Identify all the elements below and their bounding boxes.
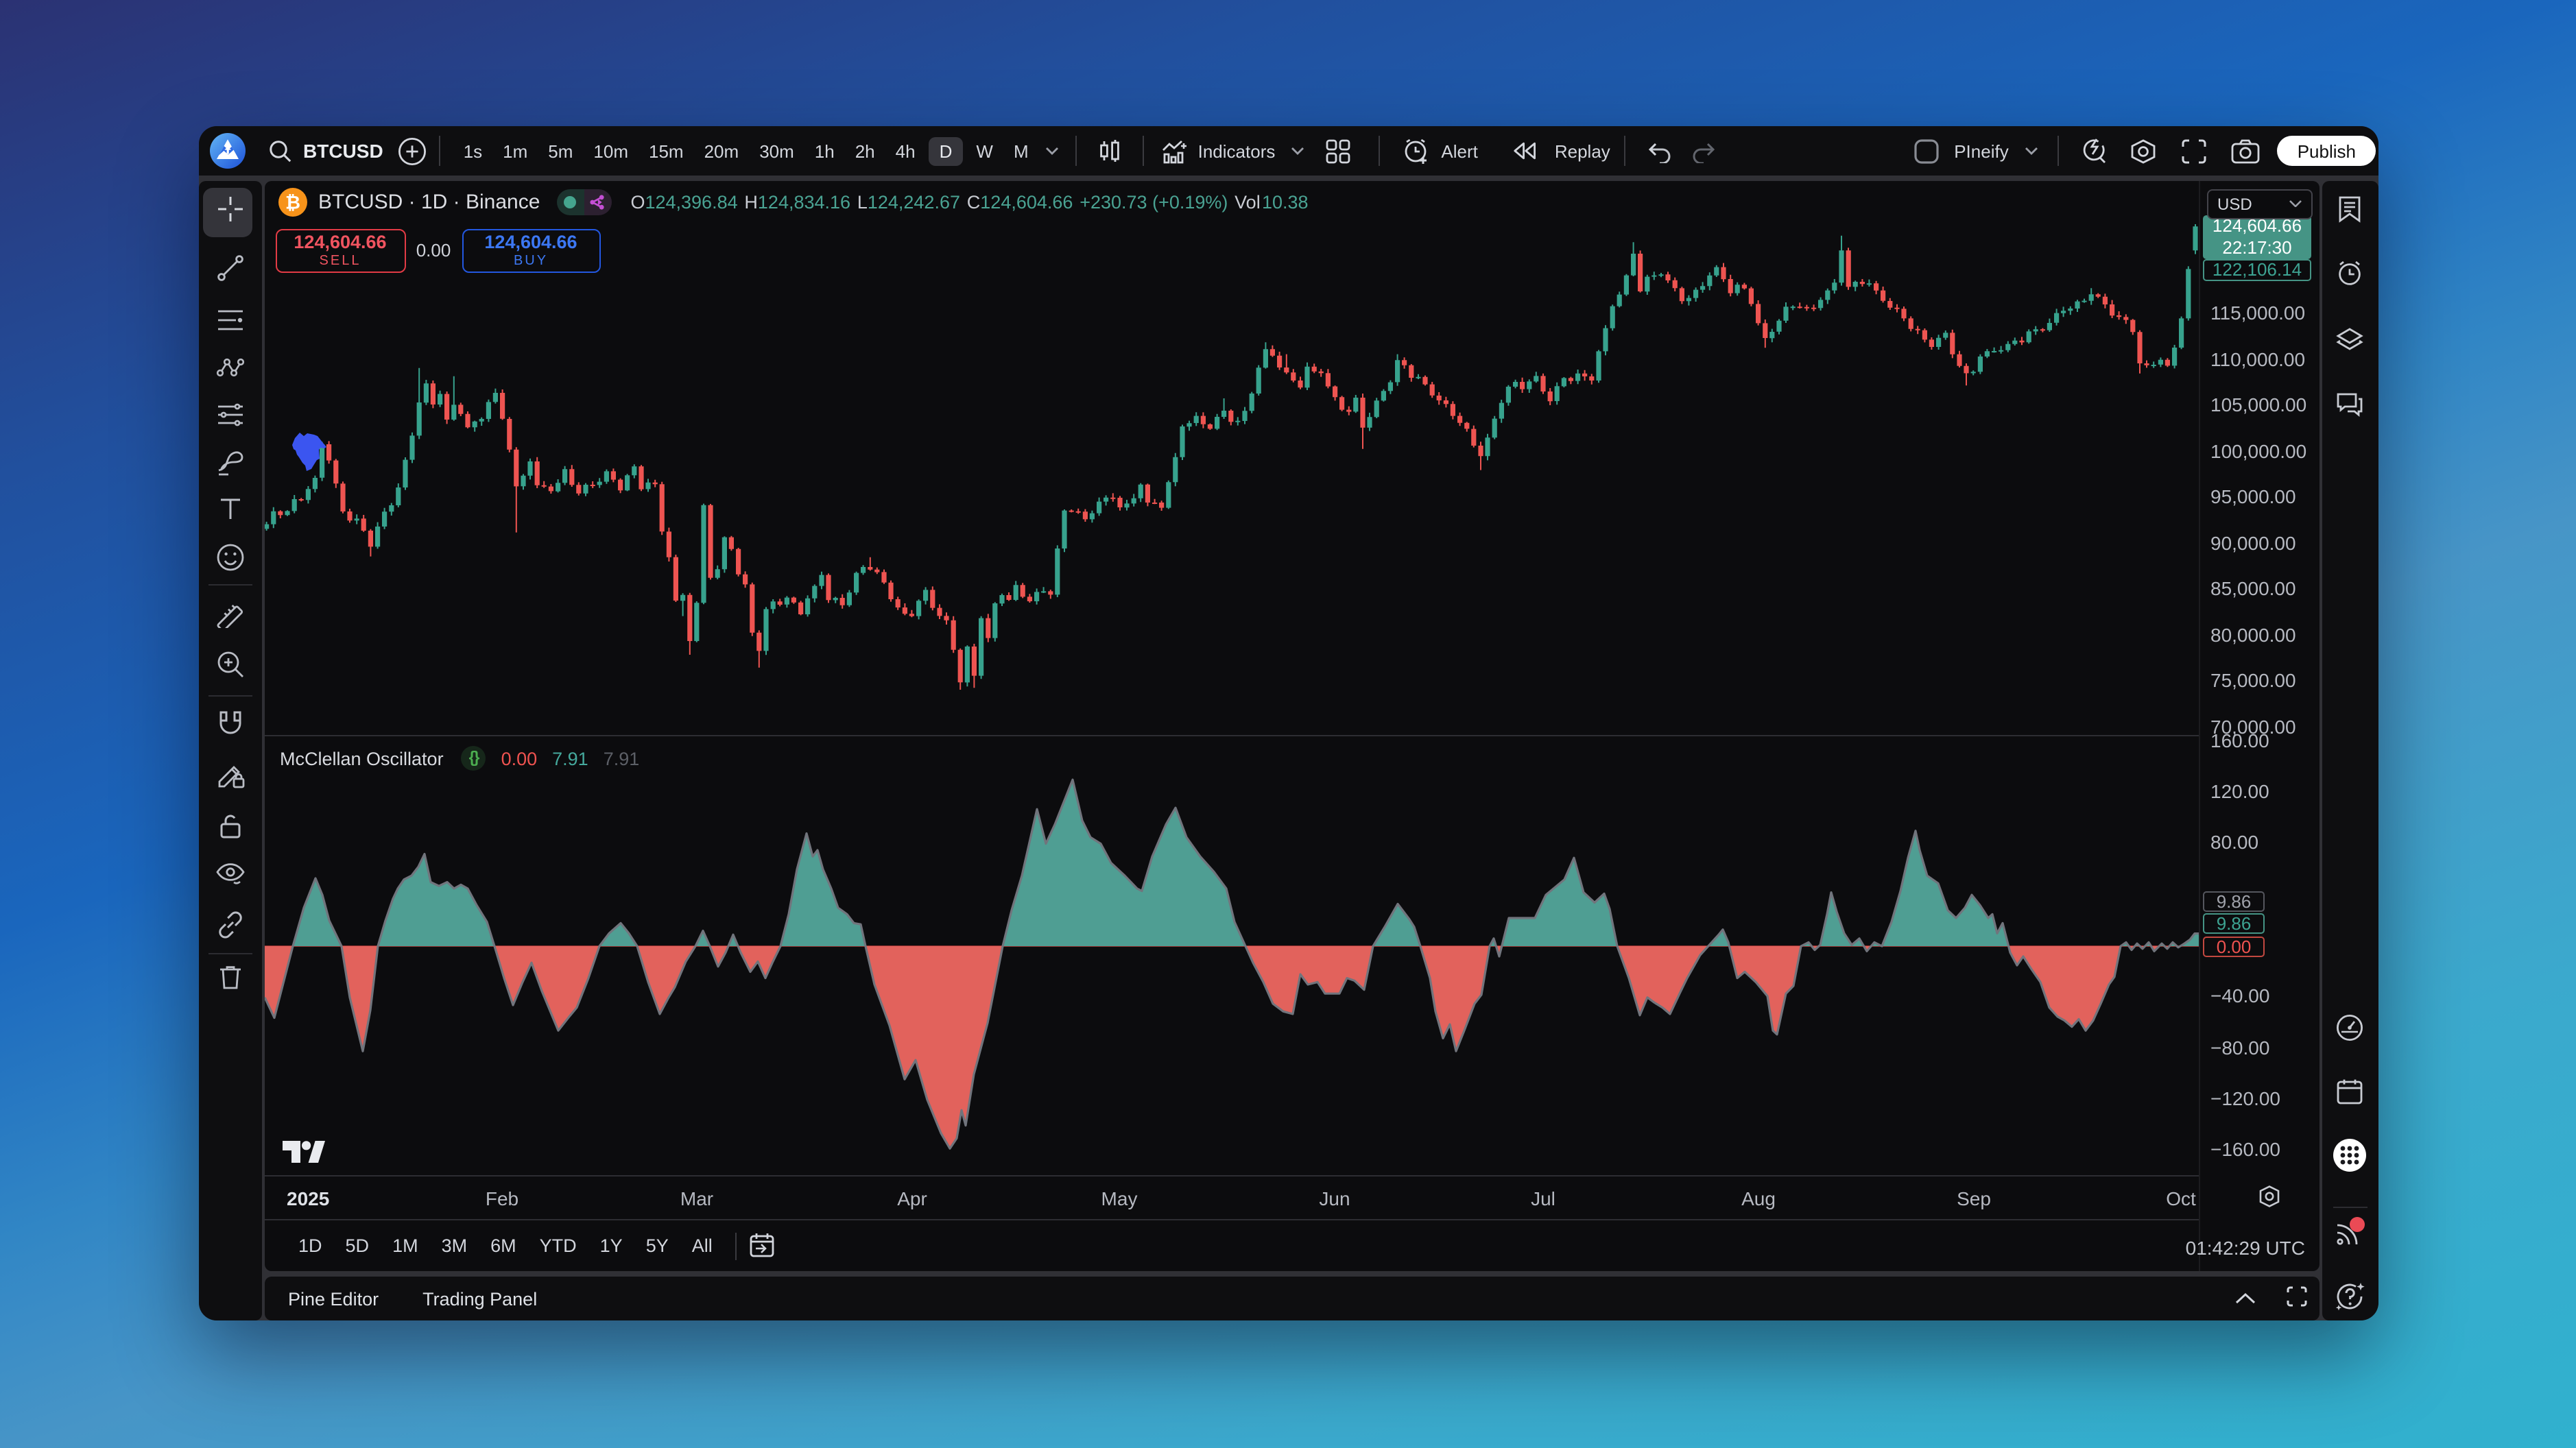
svg-text:₿: ₿ [285, 192, 300, 213]
